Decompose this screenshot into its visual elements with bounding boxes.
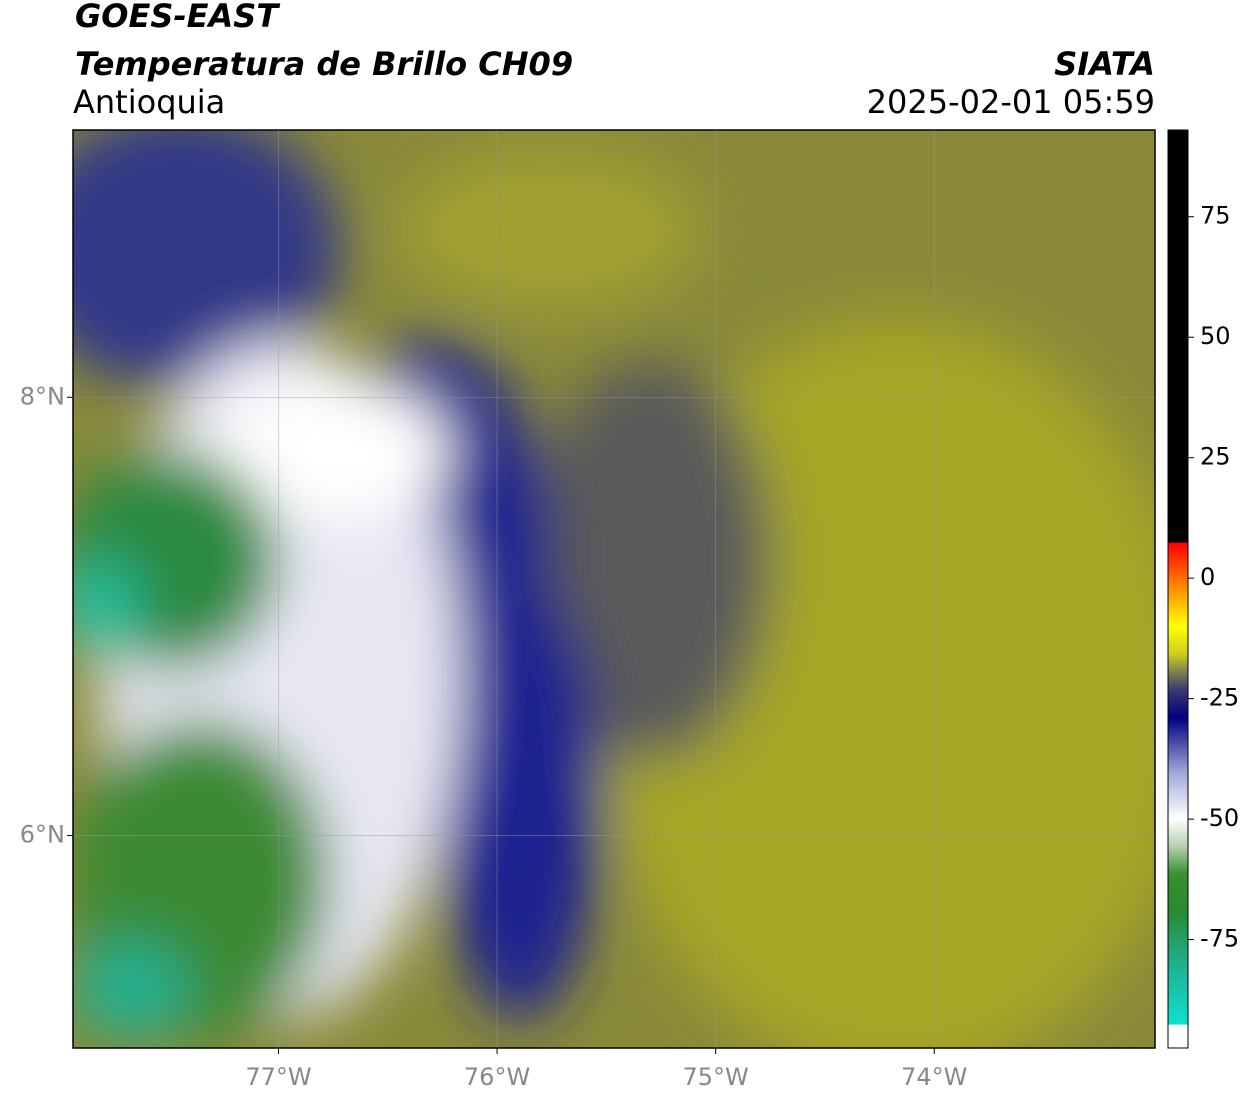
y-tick-label: 6°N <box>20 820 65 848</box>
colorbar-tick-label: -50 <box>1200 804 1239 832</box>
colorbar-tick-label: -75 <box>1200 925 1239 953</box>
colorbar-tick-label: 75 <box>1200 202 1231 230</box>
region: Antioquia <box>73 83 225 121</box>
source: SIATA <box>1054 45 1155 83</box>
map-frame <box>72 129 1156 1049</box>
colorbar-tick-label: 50 <box>1200 322 1231 350</box>
title: GOES-EAST <box>75 0 280 35</box>
subtitle: Temperatura de Brillo CH09 <box>75 45 573 83</box>
satellite-image <box>73 130 1155 1048</box>
datetime: 2025-02-01 05:59 <box>867 83 1155 121</box>
colorbar <box>1167 129 1189 1049</box>
x-tick-label: 75°W <box>683 1063 749 1091</box>
y-tick-label: 8°N <box>20 382 65 410</box>
colorbar-tick-label: -25 <box>1200 684 1239 712</box>
colorbar-tick-label: 25 <box>1200 443 1231 471</box>
x-tick-label: 74°W <box>901 1063 967 1091</box>
colorbar-tick-label: 0 <box>1200 563 1215 591</box>
x-tick-label: 76°W <box>464 1063 530 1091</box>
x-tick-label: 77°W <box>245 1063 311 1091</box>
